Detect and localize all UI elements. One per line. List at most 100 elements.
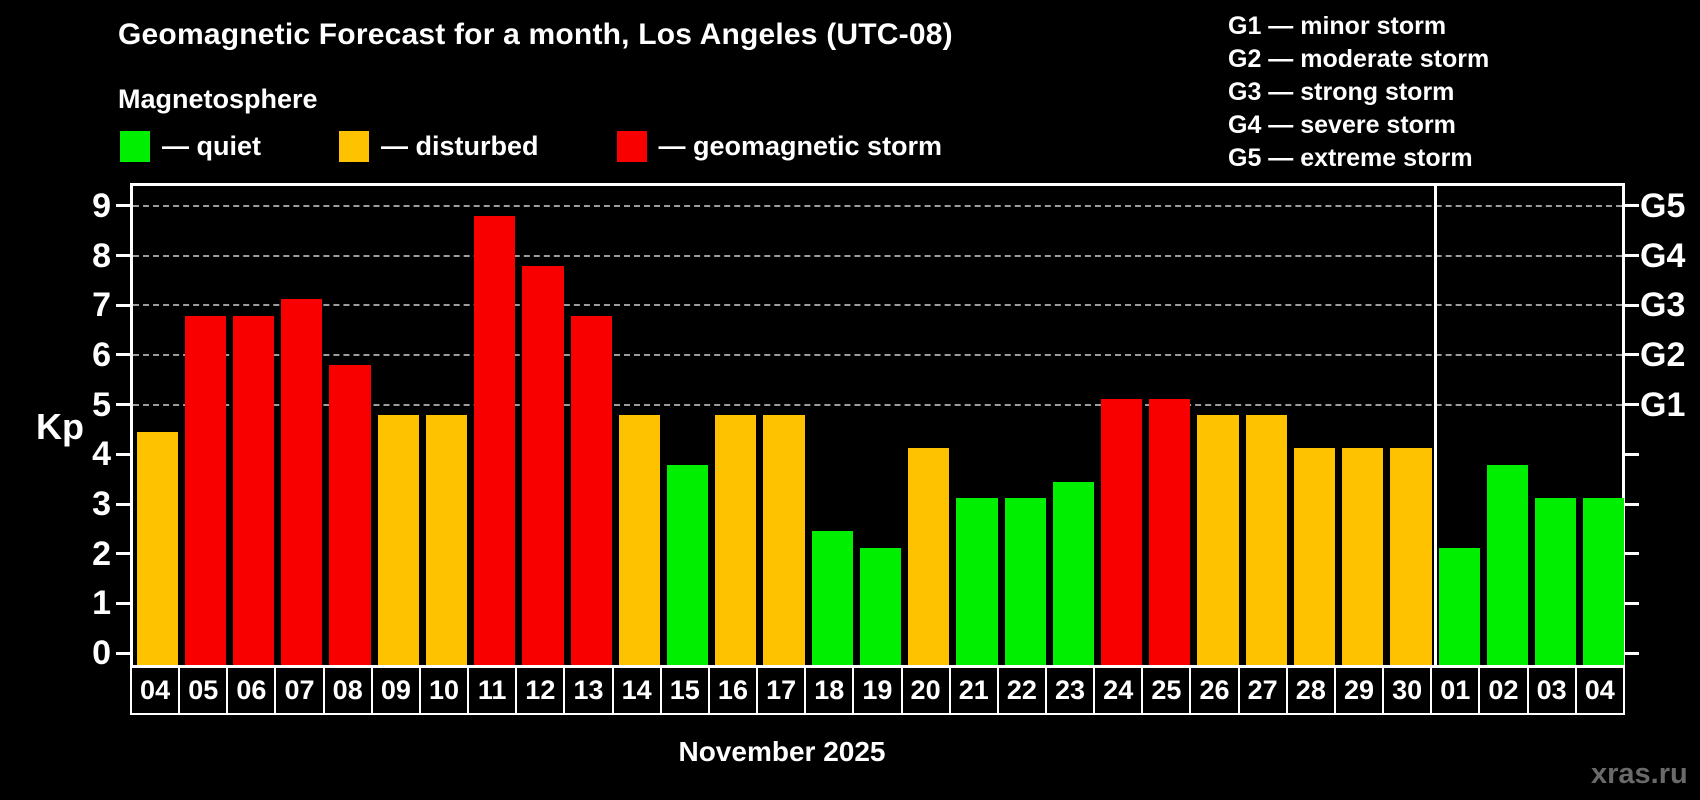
kp-bar-day-21 bbox=[956, 498, 998, 665]
tick-left-kp-6 bbox=[116, 353, 130, 357]
y-tick-label-0: 0 bbox=[92, 634, 111, 673]
kp-bar-day-26 bbox=[1197, 415, 1239, 665]
date-cell-nov-16: 16 bbox=[710, 668, 759, 713]
date-cell-nov-04: 04 bbox=[132, 668, 181, 713]
storm-scale-line-4: G4 — severe storm bbox=[1228, 111, 1456, 139]
tick-right-kp-6 bbox=[1625, 353, 1639, 357]
date-cell-nov-25: 25 bbox=[1143, 668, 1192, 713]
date-cell-nov-17: 17 bbox=[758, 668, 807, 713]
y-tick-label-6: 6 bbox=[92, 335, 111, 374]
date-cell-dec-03: 03 bbox=[1529, 668, 1577, 713]
legend-item-disturbed: — disturbed bbox=[339, 131, 539, 162]
date-cell-nov-08: 08 bbox=[325, 668, 373, 713]
storm-scale-line-5: G5 — extreme storm bbox=[1228, 144, 1473, 172]
tick-left-kp-3 bbox=[116, 502, 130, 506]
date-cell-nov-05: 05 bbox=[180, 668, 229, 713]
date-cell-nov-27: 27 bbox=[1240, 668, 1288, 713]
kp-bar-day-09 bbox=[377, 415, 419, 665]
kp-bar-day-23 bbox=[1052, 481, 1094, 665]
date-cell-nov-18: 18 bbox=[806, 668, 855, 713]
tick-left-kp-7 bbox=[116, 303, 130, 307]
date-cell-nov-09: 09 bbox=[373, 668, 421, 713]
kp-bar-day-25 bbox=[1149, 398, 1191, 665]
kp-bar-day-07 bbox=[281, 299, 323, 665]
tick-right-kp-2 bbox=[1625, 552, 1639, 556]
plot-area: 0 1 2 3 4 5 6 7 8 9 G1 G2 G3 G4 G5 bbox=[92, 183, 1685, 670]
tick-left-kp-5 bbox=[116, 403, 130, 407]
date-cell-nov-24: 24 bbox=[1095, 668, 1144, 713]
legend-item-storm: — geomagnetic storm bbox=[616, 131, 943, 162]
kp-bar-day-01 bbox=[1438, 547, 1480, 665]
kp-bar-day-02 bbox=[1486, 464, 1529, 665]
kp-bar-day-08 bbox=[329, 365, 371, 665]
legend-item-quiet: — quiet bbox=[120, 131, 261, 162]
chart-subtitle: Magnetosphere bbox=[118, 84, 318, 114]
date-cell-nov-07: 07 bbox=[276, 668, 325, 713]
date-cell-nov-20: 20 bbox=[903, 668, 951, 713]
kp-bar-day-04 bbox=[1583, 498, 1625, 665]
date-cell-nov-19: 19 bbox=[854, 668, 903, 713]
kp-bar-day-29 bbox=[1342, 448, 1384, 665]
tick-left-kp-8 bbox=[116, 254, 130, 258]
storm-scale-line-2: G2 — moderate storm bbox=[1228, 45, 1490, 73]
y-tick-label-9: 9 bbox=[92, 186, 111, 225]
legend-swatch-storm bbox=[616, 131, 647, 162]
storm-scale-legend: G1 — minor storm G2 — moderate storm G3 — … bbox=[1228, 10, 1489, 175]
y-tick-label-7: 7 bbox=[92, 286, 111, 325]
date-cell-nov-13: 13 bbox=[565, 668, 614, 713]
kp-bar-day-18 bbox=[811, 531, 853, 665]
chart-title: Geomagnetic Forecast for a month, Los An… bbox=[118, 18, 953, 51]
gridline-kp-7 bbox=[133, 304, 1622, 307]
kp-bar-day-15 bbox=[666, 464, 709, 665]
tick-left-kp-9 bbox=[116, 204, 130, 208]
storm-level-label-g5: G5 bbox=[1640, 186, 1686, 225]
date-cell-nov-22: 22 bbox=[999, 668, 1047, 713]
y-axis-label: Kp bbox=[36, 406, 84, 447]
tick-right-kp-9 bbox=[1625, 204, 1639, 208]
kp-bar-day-04 bbox=[136, 431, 178, 665]
date-cell-nov-23: 23 bbox=[1047, 668, 1096, 713]
date-cell-dec-04: 04 bbox=[1584, 675, 1615, 705]
kp-bar-day-13 bbox=[570, 315, 612, 665]
storm-scale-line-3: G3 — strong storm bbox=[1228, 78, 1455, 106]
kp-bar-day-05 bbox=[184, 315, 226, 665]
kp-bar-day-14 bbox=[618, 415, 660, 665]
date-cell-nov-14: 14 bbox=[614, 668, 662, 713]
tick-right-kp-4 bbox=[1625, 452, 1639, 456]
y-tick-label-8: 8 bbox=[92, 236, 111, 275]
storm-level-label-g2: G2 bbox=[1640, 335, 1686, 374]
kp-bar-day-20 bbox=[908, 448, 950, 665]
tick-right-kp-0 bbox=[1625, 651, 1639, 655]
gridline-kp-8 bbox=[133, 254, 1622, 257]
kp-bar-day-22 bbox=[1004, 498, 1046, 665]
legend-label-storm: — geomagnetic storm bbox=[658, 131, 943, 161]
y-tick-label-3: 3 bbox=[92, 485, 111, 524]
tick-left-kp-2 bbox=[116, 552, 130, 556]
month-boundary-line bbox=[1433, 186, 1437, 665]
kp-bar-day-30 bbox=[1390, 448, 1432, 665]
date-cell-nov-28: 28 bbox=[1288, 668, 1336, 713]
legend-label-quiet: — quiet bbox=[162, 131, 261, 161]
date-cell-nov-21: 21 bbox=[951, 668, 999, 713]
x-axis-date-band: 04 05 06 07 08 09 10 11 12 13 14 15 16 17 18 19 20 21 22 23… bbox=[130, 668, 1625, 715]
y-tick-label-2: 2 bbox=[92, 534, 111, 573]
tick-left-kp-4 bbox=[116, 452, 130, 456]
tick-right-kp-8 bbox=[1625, 254, 1639, 258]
date-cell-nov-30: 30 bbox=[1384, 668, 1433, 713]
kp-bar-day-03 bbox=[1535, 498, 1577, 665]
kp-bar-day-16 bbox=[715, 415, 757, 665]
date-cell-nov-29: 29 bbox=[1336, 668, 1385, 713]
date-cell-dec-02: 02 bbox=[1480, 668, 1529, 713]
date-cell-nov-26: 26 bbox=[1191, 668, 1240, 713]
storm-level-label-g1: G1 bbox=[1640, 385, 1686, 424]
kp-bar-day-10 bbox=[425, 415, 468, 665]
date-cell-nov-15: 15 bbox=[662, 668, 710, 713]
date-cell-nov-06: 06 bbox=[228, 668, 277, 713]
tick-right-kp-3 bbox=[1625, 502, 1639, 506]
tick-left-kp-1 bbox=[116, 601, 130, 605]
color-legend: — quiet — disturbed — geomagnetic storm bbox=[120, 131, 1020, 162]
storm-level-label-g4: G4 bbox=[1640, 236, 1686, 275]
y-tick-label-5: 5 bbox=[92, 385, 111, 424]
tick-left-kp-0 bbox=[116, 651, 130, 655]
